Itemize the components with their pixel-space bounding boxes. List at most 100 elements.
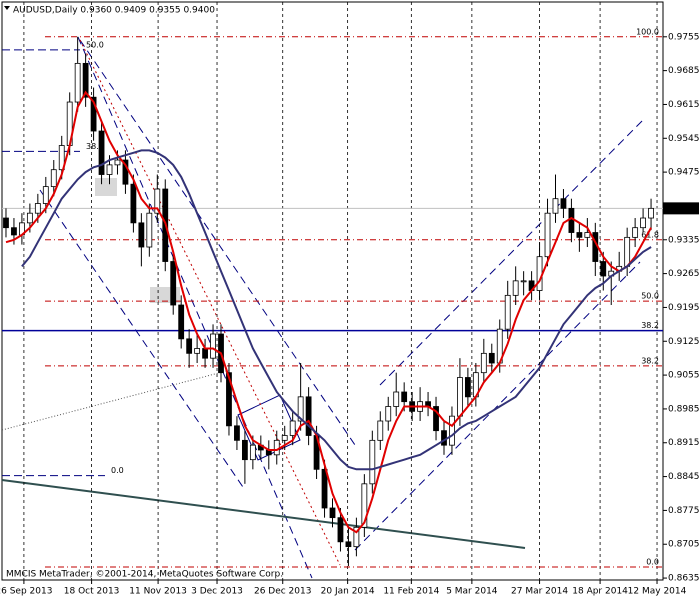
y-tick-label: 0.9755 [668, 32, 700, 42]
fib-label: 61.8 [641, 230, 659, 239]
trend-line [1, 479, 526, 549]
candle-body [600, 261, 607, 277]
candle-body [11, 227, 17, 236]
fib-label: 38.2 [641, 356, 659, 365]
candle-body [345, 541, 352, 548]
candle-body [74, 62, 81, 103]
x-tick-label: 26 Dec 2013 [254, 587, 312, 597]
fib-label: 50.0 [641, 292, 659, 301]
header: AUDUSD,Daily 0.9360 0.9409 0.9355 0.9400 [13, 6, 215, 16]
candle-body [552, 198, 559, 214]
candle-body [186, 338, 193, 354]
candle-body [329, 507, 336, 519]
candle-body [584, 232, 591, 238]
candle-body [480, 352, 487, 374]
candle-body [50, 169, 57, 188]
candle-body [273, 439, 280, 456]
price-label: 0.9400 [667, 204, 699, 214]
candle-body [624, 236, 631, 267]
candle-body [234, 425, 240, 441]
candle-body [241, 439, 248, 461]
candle-body [82, 62, 89, 98]
x-tick-label: 5 Mar 2014 [446, 587, 498, 597]
candle-body [568, 207, 575, 233]
candle-body [648, 207, 654, 219]
candle-body [337, 517, 344, 543]
trend-line [77, 36, 313, 579]
trend-line [1, 369, 231, 431]
candle-body [640, 217, 646, 229]
y-tick-label: 0.8845 [668, 472, 700, 482]
candle-body [297, 396, 304, 422]
marker-box [95, 178, 117, 196]
candle-body [178, 304, 185, 340]
y-tick-label: 0.8775 [668, 506, 700, 516]
x-tick-label: 3 Dec 2013 [191, 587, 243, 597]
candle-body [194, 348, 201, 354]
candle-body [369, 439, 376, 485]
trend-line [354, 261, 641, 551]
trend-line [79, 39, 356, 446]
x-tick-label: 11 Feb 2014 [383, 587, 439, 597]
candle-body [249, 444, 256, 461]
series-layer: 100.0 61.8 50.0 38.2 0.0 50.0 38.2 0.0 38.2 [2, 2, 663, 580]
candle-body [353, 526, 360, 548]
candle-body [58, 145, 65, 171]
menu-triangle [4, 6, 10, 10]
y-tick-label: 0.8915 [668, 438, 700, 448]
x-tick-label: 11 Nov 2013 [129, 587, 187, 597]
candle-body [385, 406, 392, 422]
candle-body [536, 256, 543, 291]
candle-body [393, 391, 400, 407]
trend-line [379, 117, 646, 386]
trend-line [39, 189, 246, 491]
x-tick-label: 26 Sep 2013 [0, 587, 52, 597]
candle-body [361, 483, 368, 528]
candle-body [154, 188, 161, 214]
fib-label: 0.0 [646, 557, 659, 566]
y-tick-label: 0.8635 [668, 574, 700, 584]
fib-label: 38.2 [86, 142, 104, 151]
candle-body [42, 186, 49, 204]
candle-body [305, 396, 312, 436]
x-tick-label: 18 Oct 2013 [64, 587, 120, 597]
candle-body [130, 183, 137, 224]
y-tick-label: 0.8705 [668, 540, 700, 550]
candle-body [464, 377, 471, 398]
candle-body [449, 415, 455, 446]
moving-average [5, 90, 652, 534]
candle-body [560, 198, 567, 209]
x-tick-label: 18 Apr 2014 [572, 587, 628, 597]
fib-label: 100.0 [636, 27, 659, 36]
candle-body [544, 212, 551, 258]
fib-label: 0.0 [111, 466, 124, 475]
candle-body [377, 420, 384, 441]
candle-body [202, 348, 208, 359]
y-tick-label: 0.9125 [668, 337, 700, 347]
candle-body [321, 468, 328, 509]
fib-label: 50.0 [86, 40, 104, 49]
candle-body [512, 280, 519, 296]
candle-body [34, 203, 41, 214]
y-tick-label: 0.9265 [668, 269, 700, 279]
candle-body [281, 435, 288, 441]
candle-body [106, 164, 113, 175]
candle-body [289, 420, 296, 436]
plot-frame [1, 1, 664, 581]
candle-body [488, 352, 495, 364]
x-tick-label: 12 May 2014 [628, 587, 687, 597]
x-tick-label: 20 Jan 2014 [321, 587, 375, 597]
y-tick-label: 0.9545 [668, 134, 700, 144]
candle-body [146, 212, 153, 248]
price-box [663, 202, 699, 215]
footer: MMCIS MetaTrader, ©2001-2014, MetaQuotes… [6, 570, 283, 580]
candle-body [210, 333, 216, 359]
y-tick-label: 0.9195 [668, 303, 700, 313]
candle-body [433, 406, 439, 432]
candle-body [504, 294, 511, 330]
candle-body [441, 430, 447, 446]
y-tick-label: 0.9055 [668, 371, 700, 381]
candle-body [632, 227, 639, 238]
